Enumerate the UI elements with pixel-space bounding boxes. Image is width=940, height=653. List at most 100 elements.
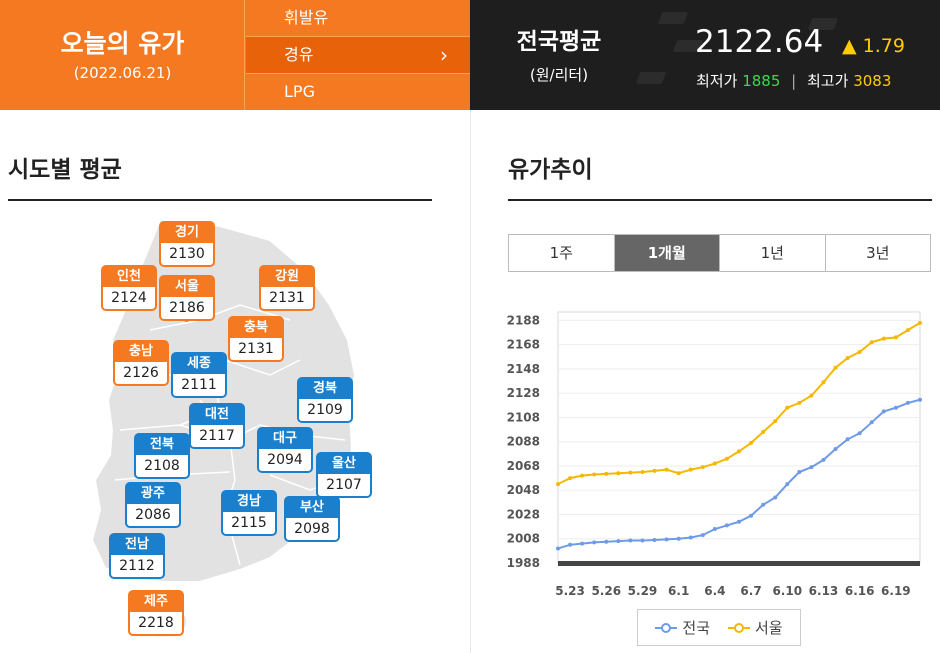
- data-point: [688, 467, 693, 472]
- national-average-unit: (원/리터): [529, 66, 589, 84]
- fuel-menu-lpg[interactable]: LPG: [246, 74, 470, 110]
- data-point: [712, 461, 717, 466]
- data-point: [604, 539, 609, 544]
- y-tick-label: 2148: [507, 362, 540, 376]
- price-trend-chart: 1988 2008 2028 2048 2068 2088 2108 2128 2148 2168…: [507, 311, 922, 598]
- decoration: [657, 12, 689, 24]
- y-tick-label: 2028: [507, 507, 540, 521]
- data-point: [905, 400, 910, 405]
- legend-item-seoul[interactable]: 서울: [728, 617, 783, 638]
- region-name: 강원: [275, 269, 299, 284]
- data-point: [845, 356, 850, 361]
- region-badge[interactable]: 전남 2112: [109, 533, 165, 579]
- region-name: 울산: [332, 456, 356, 471]
- region-name: 전남: [125, 537, 149, 552]
- fuel-menu-diesel[interactable]: 경유 ›: [246, 37, 470, 73]
- x-tick-label: 5.23: [555, 584, 585, 598]
- y-tick-label: 2088: [507, 435, 540, 449]
- data-point: [737, 519, 741, 524]
- region-name: 경북: [313, 381, 337, 396]
- y-tick-label: 2128: [507, 386, 540, 400]
- max-price-label: 최고가: [807, 72, 849, 90]
- region-badge[interactable]: 세종 2111: [171, 352, 227, 398]
- data-point: [821, 457, 826, 462]
- region-badge[interactable]: 서울 2186: [159, 275, 215, 321]
- x-tick-label: 6.16: [845, 584, 875, 598]
- region-badge[interactable]: 경북 2109: [297, 377, 353, 423]
- data-point: [833, 446, 838, 451]
- region-price: 2107: [318, 474, 370, 496]
- data-point: [785, 405, 790, 410]
- data-point: [809, 393, 814, 398]
- data-point: [857, 431, 862, 436]
- data-point: [785, 482, 790, 487]
- y-tick-label: 2168: [507, 338, 540, 352]
- data-point: [640, 470, 645, 475]
- data-point: [809, 465, 814, 470]
- data-point: [616, 471, 621, 476]
- region-badge[interactable]: 제주 2218: [128, 590, 184, 636]
- data-point: [676, 536, 681, 541]
- region-badge[interactable]: 인천 2124: [101, 265, 157, 311]
- data-point: [893, 335, 898, 340]
- region-name: 경기: [175, 225, 199, 240]
- data-point: [821, 380, 826, 385]
- region-badge[interactable]: 부산 2098: [284, 496, 340, 542]
- region-name: 충북: [244, 320, 268, 335]
- data-point: [797, 470, 802, 475]
- data-point: [881, 336, 886, 341]
- y-tick-label: 2008: [507, 532, 540, 546]
- region-price: 2130: [161, 243, 213, 265]
- region-badge[interactable]: 대구 2094: [257, 427, 313, 473]
- section-rule: [8, 199, 432, 201]
- data-point: [797, 400, 802, 405]
- region-badge[interactable]: 충북 2131: [228, 316, 284, 362]
- x-tick-label: 6.10: [772, 584, 802, 598]
- region-badge[interactable]: 전북 2108: [134, 433, 190, 479]
- region-badge[interactable]: 경기 2130: [159, 221, 215, 267]
- data-point: [881, 409, 886, 414]
- min-price-value: 1885: [742, 72, 781, 90]
- tab-1-month[interactable]: 1개월: [614, 235, 720, 271]
- data-point: [918, 320, 922, 325]
- legend-label: 전국: [682, 619, 710, 637]
- tab-1-week[interactable]: 1주: [509, 235, 615, 271]
- data-point: [592, 472, 597, 477]
- fuel-menu-label: LPG: [284, 82, 315, 101]
- chart-legend: 전국 서울: [637, 609, 801, 646]
- data-point: [749, 513, 754, 518]
- region-badge[interactable]: 울산 2107: [316, 452, 372, 498]
- y-tick-label: 2048: [507, 483, 540, 497]
- region-price: 2098: [286, 518, 338, 540]
- data-point: [676, 471, 681, 476]
- legend-item-national[interactable]: 전국: [655, 617, 710, 638]
- data-point: [604, 471, 609, 476]
- menu-divider: [246, 36, 470, 37]
- tab-3-years[interactable]: 3년: [866, 244, 890, 262]
- x-tick-label: 6.19: [881, 584, 911, 598]
- region-name: 대전: [205, 407, 229, 422]
- data-point: [616, 539, 621, 544]
- region-badge[interactable]: 광주 2086: [125, 482, 181, 528]
- region-price: 2115: [223, 512, 275, 534]
- region-price: 2186: [161, 297, 213, 319]
- price-trend-title: 유가추이: [508, 157, 593, 183]
- region-price: 2218: [130, 612, 182, 634]
- region-price: 2109: [299, 399, 351, 421]
- region-price: 2126: [115, 362, 167, 384]
- fuel-menu-gasoline[interactable]: 휘발유: [246, 0, 470, 36]
- region-badge[interactable]: 경남 2115: [221, 490, 277, 536]
- max-price-value: 3083: [853, 72, 892, 90]
- region-price: 2131: [230, 338, 282, 360]
- data-point: [556, 482, 560, 487]
- data-point: [700, 465, 705, 470]
- legend-label: 서울: [755, 619, 783, 637]
- tab-1-year[interactable]: 1년: [720, 235, 826, 271]
- region-badge[interactable]: 대전 2117: [189, 403, 245, 449]
- region-price: 2112: [111, 555, 163, 577]
- regional-average-title: 시도별 평균: [8, 157, 122, 183]
- region-badge[interactable]: 강원 2131: [259, 265, 315, 311]
- x-tick-label: 6.13: [809, 584, 839, 598]
- region-badge[interactable]: 충남 2126: [113, 340, 169, 386]
- region-price: 2131: [261, 287, 313, 309]
